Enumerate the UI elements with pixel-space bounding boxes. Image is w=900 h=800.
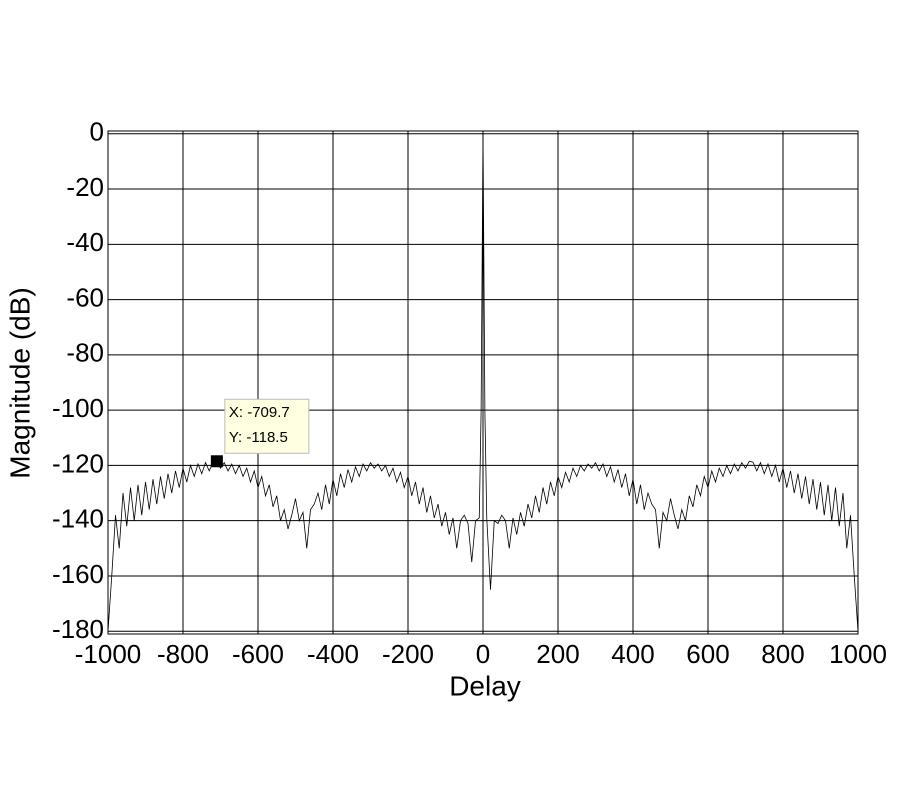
datatip-marker (210, 455, 223, 468)
y-axis-label: Magnitude (dB) (4, 287, 35, 478)
x-tick-label: -600 (232, 639, 284, 669)
x-tick-label: -800 (157, 639, 209, 669)
y-tick-label: -100 (52, 393, 104, 423)
x-axis-label: Delay (449, 670, 521, 701)
x-tick-label: 0 (476, 639, 490, 669)
x-tick-label: 400 (611, 639, 654, 669)
x-tick-label: -400 (307, 639, 359, 669)
y-tick-label: -160 (52, 559, 104, 589)
x-tick-label: -200 (382, 639, 434, 669)
y-tick-label: -40 (66, 227, 104, 257)
plot-frame (107, 130, 859, 635)
data-line (107, 133, 859, 632)
x-tick-label: -1000 (75, 639, 142, 669)
y-tick-label: -80 (66, 338, 104, 368)
y-tick-label: -140 (52, 504, 104, 534)
y-tick-label: -120 (52, 448, 104, 478)
datatip-text: X: -709.7 (229, 404, 290, 421)
y-tick-label: -60 (66, 282, 104, 312)
x-tick-label: 600 (686, 639, 729, 669)
x-tick-label: 800 (761, 639, 804, 669)
y-tick-label: -20 (66, 172, 104, 202)
datatip-text: Y: -118.5 (229, 429, 288, 446)
y-tick-label: 0 (90, 117, 104, 147)
datatip-box (224, 398, 310, 454)
y-tick-label: -180 (52, 614, 104, 644)
x-tick-label: 200 (536, 639, 579, 669)
x-tick-label: 1000 (829, 639, 887, 669)
